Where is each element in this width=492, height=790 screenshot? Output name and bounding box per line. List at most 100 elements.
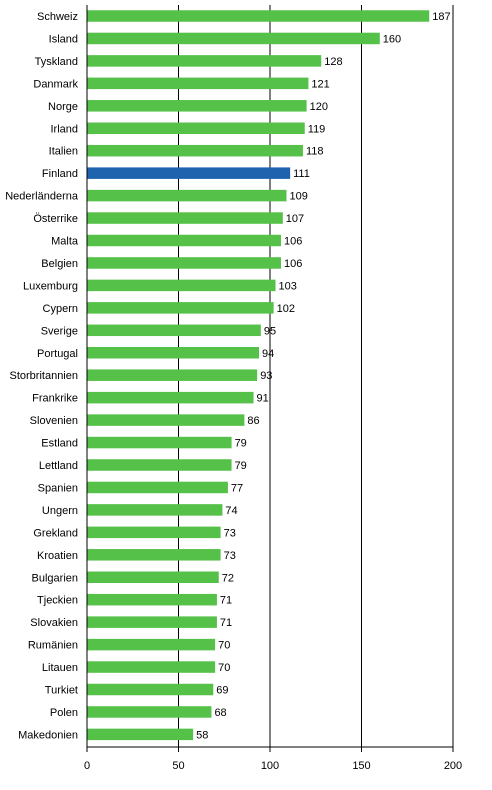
- category-label: Tyskland: [35, 56, 78, 68]
- value-label: 102: [277, 303, 295, 315]
- category-label: Malta: [51, 236, 79, 248]
- bar: [87, 504, 223, 516]
- bar: [87, 144, 303, 157]
- bar: [87, 10, 430, 22]
- bar: [87, 414, 245, 426]
- bar: [87, 212, 283, 224]
- value-label: 128: [324, 56, 342, 68]
- category-label: Danmark: [33, 78, 78, 90]
- value-label: 71: [220, 595, 232, 607]
- bar: [87, 77, 309, 90]
- bar-highlight: [87, 167, 291, 179]
- value-label: 120: [310, 101, 328, 113]
- value-label: 103: [278, 280, 296, 292]
- category-label: Rumänien: [28, 640, 78, 652]
- category-label: Finland: [42, 168, 78, 180]
- category-label: Nederländerna: [5, 191, 79, 203]
- category-label: Turkiet: [45, 685, 78, 697]
- category-label: Italien: [49, 146, 78, 158]
- bar: [87, 571, 219, 583]
- category-label: Storbritannien: [10, 370, 79, 382]
- value-label: 74: [225, 505, 237, 517]
- value-label: 106: [284, 236, 302, 248]
- bar: [87, 706, 212, 718]
- value-label: 118: [306, 146, 324, 158]
- bar: [87, 369, 258, 381]
- bar: [87, 593, 217, 606]
- value-label: 107: [286, 213, 304, 225]
- category-label: Portugal: [37, 348, 78, 360]
- category-label: Sverige: [41, 325, 78, 337]
- category-label: Norge: [48, 101, 78, 113]
- labels: Schweiz 187 Island 160 Tyskland 128 Danmark 121…: [5, 11, 450, 741]
- value-label: 111: [293, 168, 310, 180]
- value-label: 91: [257, 393, 269, 405]
- category-label: Frankrike: [32, 393, 78, 405]
- category-label: Grekland: [33, 527, 78, 539]
- bar: [87, 122, 305, 134]
- value-label: 95: [264, 325, 276, 337]
- value-label: 79: [235, 438, 247, 450]
- bar: [87, 661, 216, 673]
- bar: [87, 302, 274, 314]
- value-label: 119: [308, 123, 326, 135]
- x-tick-label: 100: [261, 760, 279, 772]
- category-label: Belgien: [41, 258, 78, 270]
- category-label: Polen: [50, 707, 78, 719]
- x-tick-label: 50: [172, 760, 184, 772]
- value-label: 72: [222, 572, 234, 584]
- bar: [87, 638, 216, 651]
- bar: [87, 279, 276, 292]
- category-label: Litauen: [42, 662, 78, 674]
- x-tick-label: 200: [444, 760, 462, 772]
- bar: [87, 324, 261, 337]
- value-label: 70: [218, 640, 230, 652]
- value-label: 68: [214, 707, 226, 719]
- x-tick-label: 150: [352, 760, 370, 772]
- bar: [87, 189, 287, 202]
- value-label: 86: [247, 415, 259, 427]
- bar: [87, 481, 228, 494]
- value-label: 160: [383, 33, 401, 45]
- value-label: 106: [284, 258, 302, 270]
- value-label: 187: [432, 11, 450, 23]
- bar: [87, 234, 281, 247]
- value-label: 70: [218, 662, 230, 674]
- bar: [87, 549, 221, 561]
- value-label: 73: [224, 527, 236, 539]
- bar: [87, 728, 194, 741]
- category-label: Lettland: [39, 460, 78, 472]
- bar: [87, 391, 254, 404]
- bars: [87, 10, 430, 741]
- category-label: Ungern: [42, 505, 78, 517]
- value-label: 58: [196, 729, 208, 741]
- bar: [87, 257, 281, 269]
- category-label: Schweiz: [37, 11, 78, 23]
- category-label: Spanien: [38, 482, 78, 494]
- bar: [87, 683, 214, 696]
- category-label: Bulgarien: [32, 572, 78, 584]
- category-label: Cypern: [43, 303, 78, 315]
- value-label: 71: [220, 617, 232, 629]
- bar: [87, 436, 232, 449]
- category-label: Island: [49, 33, 78, 45]
- value-label: 69: [216, 685, 228, 697]
- bar: [87, 459, 232, 471]
- x-tick-label: 0: [84, 760, 90, 772]
- category-label: Kroatien: [37, 550, 78, 562]
- axes: 0 50 100 150 200: [84, 5, 462, 772]
- value-label: 93: [260, 370, 272, 382]
- category-label: Irland: [50, 123, 78, 135]
- value-label: 109: [289, 191, 307, 203]
- value-label: 77: [231, 482, 243, 494]
- category-label: Slovenien: [30, 415, 78, 427]
- category-label: Luxemburg: [23, 280, 78, 292]
- value-label: 94: [262, 348, 274, 360]
- category-label: Makedonien: [18, 729, 78, 741]
- bar: [87, 616, 217, 628]
- category-label: Tjeckien: [37, 595, 78, 607]
- bar: [87, 347, 260, 359]
- value-label: 73: [224, 550, 236, 562]
